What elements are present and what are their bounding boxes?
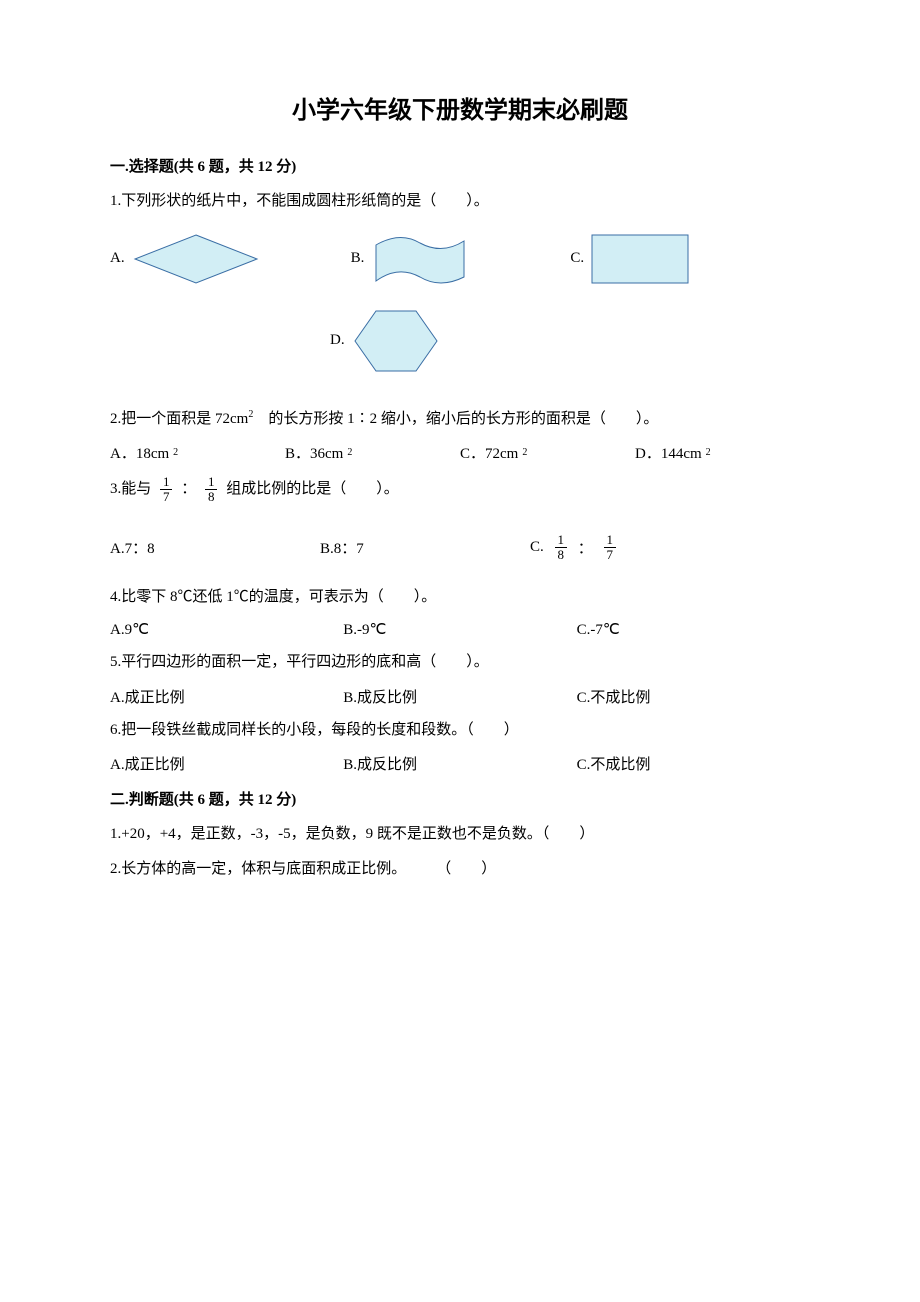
tf-q2: 2.长方体的高一定，体积与底面积成正比例。 （ ） [110, 858, 810, 881]
q2-a-sup: 2 [173, 447, 178, 458]
q3-stem: 3.能与 17 ： 18 组成比例的比是（ ）。 [110, 475, 810, 503]
q1-stem: 1.下列形状的纸片中，不能围成圆柱形纸筒的是（ ）。 [110, 190, 810, 213]
q3-pre: 3.能与 [110, 478, 151, 501]
q2-option-a: A．18cm 2 [110, 442, 285, 463]
q5-option-c: C.不成比例 [577, 686, 810, 707]
q1-option-b: B. [351, 231, 471, 287]
q3-a-text: A.7：8 [110, 537, 155, 558]
q3-option-a: A.7：8 [110, 537, 320, 558]
q3-f2-den: 8 [205, 489, 217, 504]
q3-frac-1: 17 [160, 475, 172, 503]
tf-q1: 1.+20，+4，是正数，-3，-5，是负数，9 既不是正数也不是负数。（ ） [110, 823, 810, 846]
q6-option-a: A.成正比例 [110, 753, 343, 774]
q5-options: A.成正比例 B.成反比例 C.不成比例 [110, 686, 810, 707]
q1-option-d: D. [330, 305, 441, 377]
q3-options: A.7：8 B.8：7 C. 18 ： 17 [110, 533, 810, 561]
q3-cf2-num: 1 [607, 533, 614, 547]
q2-option-c: C．72cm 2 [460, 442, 635, 463]
q3-frac-2: 18 [205, 475, 217, 503]
q5-option-a: A.成正比例 [110, 686, 343, 707]
section-2-header: 二.判断题(共 6 题，共 12 分) [110, 788, 810, 809]
q2-stem-b: 的长方形按 1∶2 缩小，缩小后的长方形的面积是（ ）。 [253, 411, 658, 427]
section-1-header: 一.选择题(共 6 题，共 12 分) [110, 155, 810, 176]
q5-stem: 5.平行四边形的面积一定，平行四边形的底和高（ ）。 [110, 651, 810, 674]
q6-options: A.成正比例 B.成反比例 C.不成比例 [110, 753, 810, 774]
q4-options: A.9℃ B.-9℃ C.-7℃ [110, 620, 810, 639]
rhombus-icon [131, 231, 261, 287]
q2-c-sup: 2 [522, 447, 527, 458]
q3-cf1-num: 1 [558, 533, 565, 547]
q1-a-label: A. [110, 250, 125, 267]
q3-f2-num: 1 [208, 475, 215, 489]
q6-option-b: B.成反比例 [343, 753, 576, 774]
q3-mid: ： [181, 478, 196, 501]
q5-option-b: B.成反比例 [343, 686, 576, 707]
q2-c-text: C．72cm [460, 442, 518, 463]
q1-options-row-1: A. B. C. [110, 231, 810, 287]
q6-stem: 6.把一段铁丝截成同样长的小段，每段的长度和段数。（ ） [110, 719, 810, 742]
q3-cf2-den: 7 [604, 547, 616, 562]
q2-stem: 2.把一个面积是 72cm2 的长方形按 1∶2 缩小，缩小后的长方形的面积是（… [110, 407, 810, 431]
q1-b-label: B. [351, 250, 365, 267]
wave-icon [370, 231, 470, 287]
page-title: 小学六年级下册数学期末必刷题 [110, 90, 810, 125]
q2-d-text: D．144cm [635, 442, 702, 463]
q4-stem: 4.比零下 8℃还低 1℃的温度，可表示为（ ）。 [110, 586, 810, 609]
q2-b-sup: 2 [347, 447, 352, 458]
q4-option-a: A.9℃ [110, 620, 343, 639]
q1-option-a: A. [110, 231, 261, 287]
q3-post: 组成比例的比是（ ）。 [226, 478, 399, 501]
q2-stem-a: 2.把一个面积是 72cm [110, 411, 248, 427]
q2-d-sup: 2 [706, 447, 711, 458]
q6-option-c: C.不成比例 [577, 753, 810, 774]
q4-option-b: B.-9℃ [343, 620, 576, 639]
q2-a-text: A．18cm [110, 442, 169, 463]
q3-f1-den: 7 [160, 489, 172, 504]
q3-c-frac-1: 18 [555, 533, 567, 561]
q3-option-c: C. 18 ： 17 [530, 533, 810, 561]
q2-option-b: B．36cm 2 [285, 442, 460, 463]
q3-f1-num: 1 [163, 475, 170, 489]
q1-option-c: C. [570, 231, 690, 287]
rectangle-icon [590, 231, 690, 287]
q3-c-frac-2: 17 [604, 533, 616, 561]
q1-options-row-2: D. [330, 305, 810, 377]
q3-cf1-den: 8 [555, 547, 567, 562]
q3-c-pre: C. [530, 539, 544, 556]
q1-c-label: C. [570, 250, 584, 267]
q2-option-d: D．144cm 2 [635, 442, 810, 463]
q3-b-text: B.8：7 [320, 537, 364, 558]
q2-options: A．18cm 2 B．36cm 2 C．72cm 2 D．144cm 2 [110, 442, 810, 463]
q1-d-label: D. [330, 332, 345, 349]
q3-c-mid: ： [578, 537, 593, 558]
q2-b-text: B．36cm [285, 442, 343, 463]
hexagon-icon [351, 305, 441, 377]
q3-option-b: B.8：7 [320, 537, 530, 558]
q4-option-c: C.-7℃ [577, 620, 810, 639]
